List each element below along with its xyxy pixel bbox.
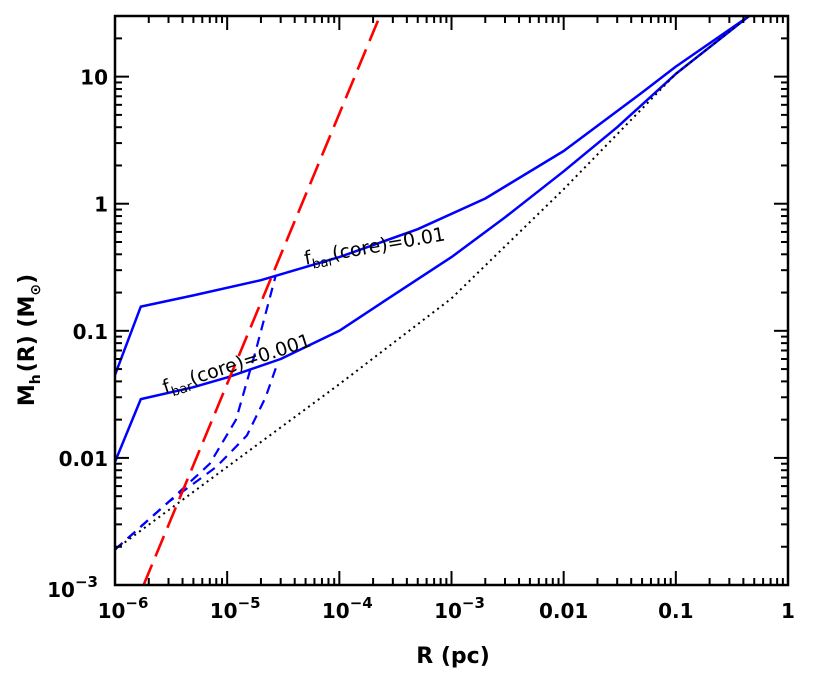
annotation-label-1: fbar(core)=0.01 — [303, 223, 448, 273]
tick-layer — [114, 15, 789, 586]
series-line-6 — [142, 15, 382, 586]
sun-symbol-icon: ⊙ — [28, 284, 44, 296]
tick-label-layer: 10−6 10−5 10−4 10−3 0.01 0.1 1 10−3 0.01 0.1 1 10 — [47, 66, 795, 623]
x-tick-label: 10−3 — [434, 594, 485, 623]
y-axis-label-group: Mh(R) (M⊙) — [15, 274, 44, 406]
y-tick-label: 10−3 — [47, 573, 98, 602]
annotation-layer: fbar(core)=0.01 fbar(core)=0.001 — [160, 223, 448, 402]
y-axis-label-rest: (R) (M — [15, 296, 40, 373]
series-line-3 — [114, 275, 277, 551]
series-line-4 — [114, 363, 279, 551]
x-axis-label: R (pc) — [416, 644, 490, 669]
annotation-label-2: fbar(core)=0.001 — [160, 330, 315, 402]
y-tick-label: 0.01 — [59, 447, 108, 471]
series-line-1 — [113, 14, 750, 376]
y-axis-label-suffix: ) — [15, 274, 40, 284]
y-tick-label: 0.1 — [73, 320, 108, 344]
x-tick-label: 10−5 — [210, 594, 261, 623]
x-tick-label: 10−4 — [322, 594, 373, 623]
y-axis-label-sub: h — [28, 374, 44, 384]
plot-frame — [113, 14, 790, 587]
series-layer — [113, 14, 750, 586]
x-tick-label: 0.01 — [539, 599, 588, 623]
y-tick-label: 1 — [94, 193, 108, 217]
y-axis-label: Mh(R) (M⊙) — [15, 274, 44, 406]
y-tick-label: 10 — [80, 66, 108, 90]
series-line-2 — [113, 15, 750, 463]
x-tick-label: 10−6 — [98, 594, 149, 623]
y-axis-label-main: M — [15, 384, 40, 406]
series-line-5 — [114, 15, 750, 551]
x-tick-label: 0.1 — [658, 599, 693, 623]
x-tick-label: 1 — [781, 599, 795, 623]
